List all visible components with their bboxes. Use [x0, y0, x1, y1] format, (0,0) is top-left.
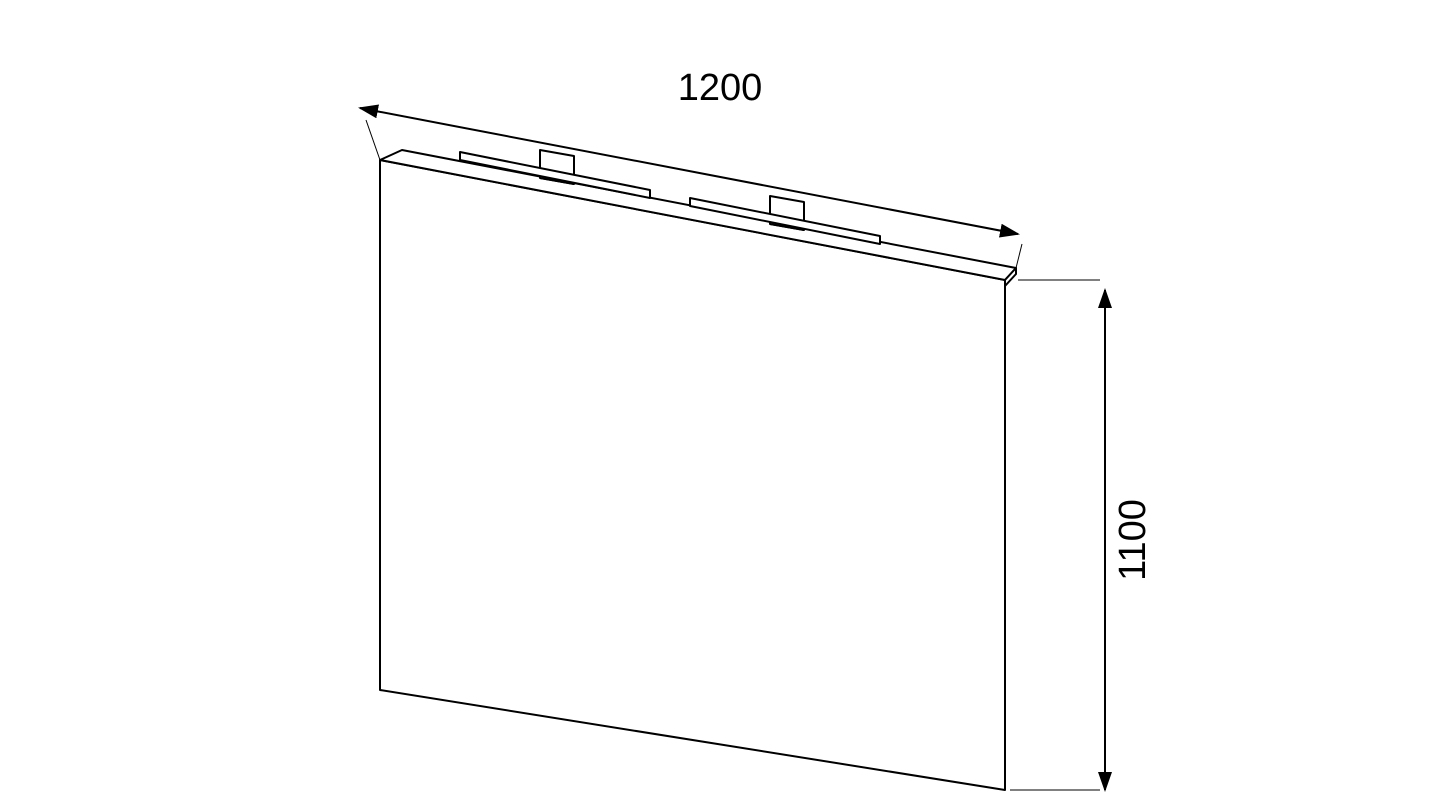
dimension-height: [1010, 280, 1105, 790]
dimension-drawing: [0, 0, 1440, 810]
mirror-panel: [380, 150, 1016, 790]
